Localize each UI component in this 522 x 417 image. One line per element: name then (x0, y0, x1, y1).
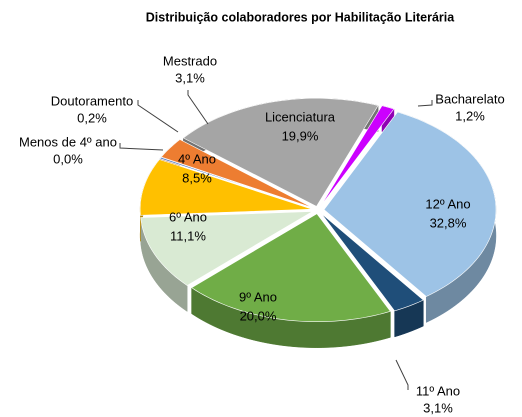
value-label: 0,0% (53, 151, 83, 166)
slice (139, 159, 313, 216)
slice-label: 11º Ano (416, 383, 460, 398)
value-label: 8,5% (182, 170, 212, 185)
leader-line (187, 90, 209, 125)
slice-label: Mestrado (163, 53, 217, 68)
value-label: 20,0% (240, 308, 277, 323)
leader-line (417, 100, 433, 107)
slice-label: 4º Ano (178, 151, 216, 166)
value-label: 1,2% (455, 108, 485, 123)
value-label: 11,1% (170, 228, 206, 243)
slice-label: 9º Ano (239, 289, 277, 304)
leader-line (119, 143, 164, 151)
slice-label: 6º Ano (169, 209, 207, 224)
slice (182, 98, 379, 207)
slice (323, 111, 497, 297)
value-label: 32,8% (430, 215, 467, 230)
slice (320, 105, 395, 207)
slice-label: Bacharelato (435, 91, 504, 106)
leader-line (395, 359, 409, 390)
slice-label: Licenciatura (265, 109, 336, 124)
leader-line (137, 100, 179, 133)
slice-label: Doutoramento (51, 93, 133, 108)
slice-label: Menos de 4º ano (19, 134, 117, 149)
slice (160, 139, 314, 209)
value-label: 3,1% (175, 70, 205, 85)
value-label: 0,2% (77, 110, 107, 125)
value-label: 3,1% (423, 400, 453, 415)
slice (320, 213, 424, 312)
value-label: 19,9% (282, 128, 319, 143)
slice (191, 213, 391, 323)
slice (159, 156, 313, 209)
chart-title: Distribuição colaboradores por Habilitaç… (146, 10, 455, 24)
slice-label: 12º Ano (425, 196, 470, 211)
slice (140, 211, 313, 286)
